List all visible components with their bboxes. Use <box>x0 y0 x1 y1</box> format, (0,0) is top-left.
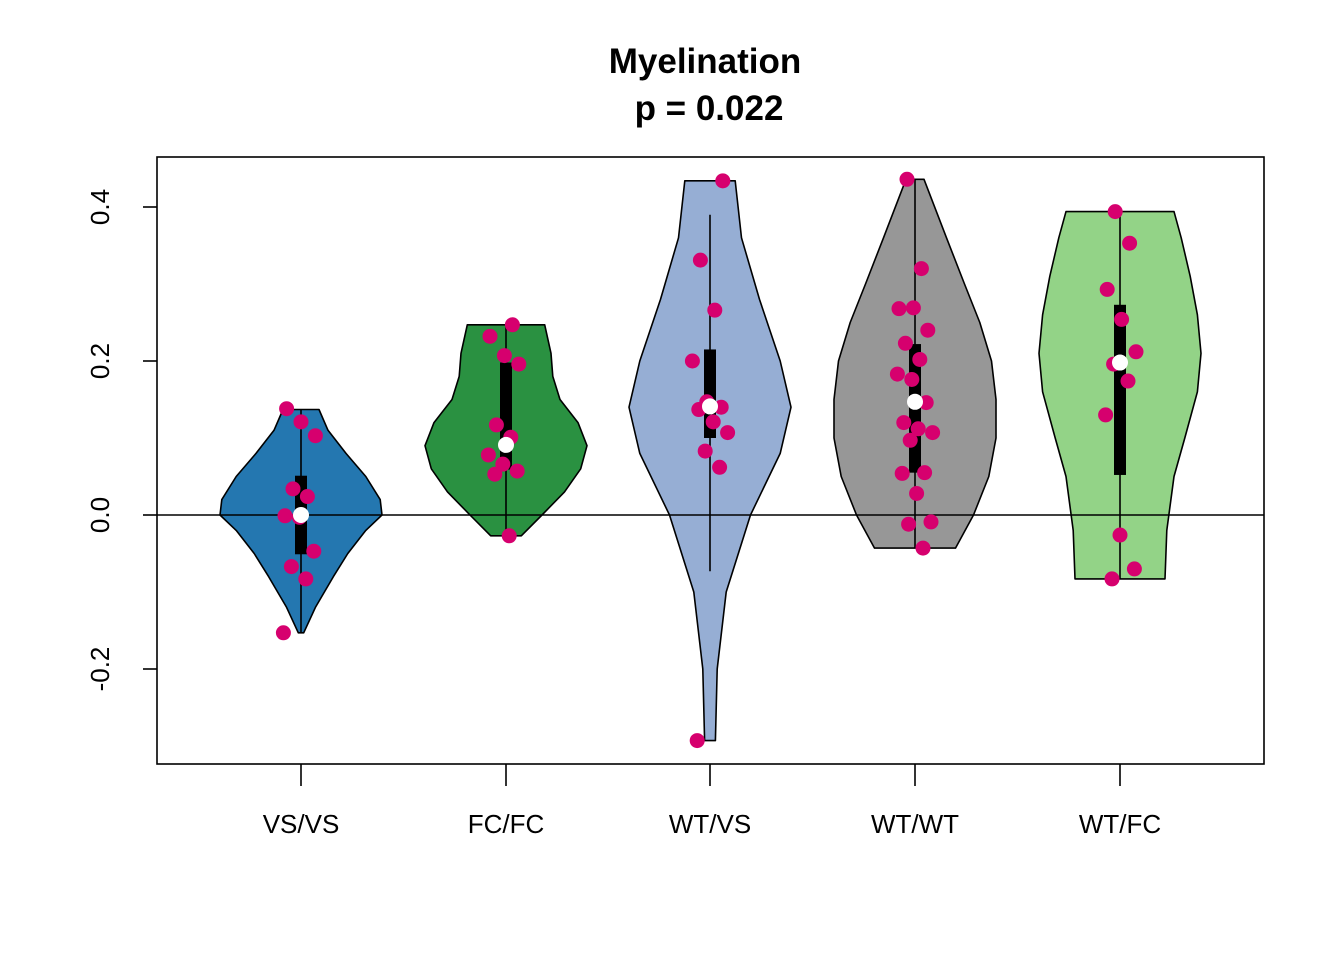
data-point <box>1126 561 1142 577</box>
data-point <box>891 301 907 317</box>
data-point <box>1107 204 1123 220</box>
data-point <box>915 540 931 556</box>
data-point <box>285 481 301 497</box>
median-marker-3 <box>907 393 923 410</box>
iqr-box-1 <box>500 362 512 470</box>
data-point <box>496 348 512 364</box>
y-tick-label: 0.2 <box>85 343 115 379</box>
data-point <box>707 302 723 318</box>
data-point <box>1104 571 1120 587</box>
data-point <box>487 466 503 482</box>
data-point <box>917 465 933 481</box>
data-point <box>713 399 729 415</box>
data-point <box>897 335 913 351</box>
data-point <box>920 322 936 338</box>
data-point <box>697 443 713 459</box>
data-point <box>918 395 934 411</box>
data-point <box>1112 527 1128 543</box>
median-marker-4 <box>1112 354 1128 371</box>
data-point <box>306 543 322 559</box>
data-point <box>1099 281 1115 297</box>
data-point <box>905 300 921 316</box>
data-point <box>299 489 315 505</box>
x-tick-label: WT/FC <box>1079 809 1161 839</box>
median-marker-0 <box>293 507 309 523</box>
data-point <box>912 351 928 367</box>
data-point <box>894 465 910 481</box>
x-tick-label: WT/VS <box>669 809 751 839</box>
median-marker-1 <box>498 436 514 453</box>
data-point <box>504 317 520 333</box>
data-point <box>913 261 929 277</box>
data-point <box>275 625 291 641</box>
data-point <box>277 508 293 524</box>
data-point <box>298 571 314 587</box>
axes: -0.2 0.0 0.2 0.4 VS/VS FC/FC WT/VS WT/WT WT/FC <box>85 156 1265 839</box>
data-point <box>1098 407 1114 423</box>
x-tick-label: WT/WT <box>871 809 959 839</box>
y-tick-label: -0.2 <box>85 647 115 692</box>
median-marker-2 <box>702 398 718 415</box>
data-point <box>909 485 925 501</box>
data-point <box>1114 311 1130 327</box>
data-point <box>283 559 299 575</box>
data-point <box>904 371 920 387</box>
data-point <box>720 425 736 441</box>
data-point <box>293 414 309 430</box>
data-point <box>896 415 912 431</box>
data-point <box>910 421 926 437</box>
data-point <box>684 353 700 369</box>
data-point <box>279 401 295 417</box>
iqr-box-4 <box>1114 304 1126 475</box>
x-tick-label: FC/FC <box>468 809 545 839</box>
data-point <box>511 356 527 372</box>
chart-title: Myelination <box>609 42 802 81</box>
data-point <box>899 171 915 187</box>
data-point <box>689 733 705 749</box>
data-point <box>307 428 323 444</box>
data-point <box>488 417 504 433</box>
data-point <box>1128 344 1144 360</box>
data-point <box>925 425 941 441</box>
data-point <box>495 456 511 472</box>
y-tick-label: 0.4 <box>85 189 115 225</box>
data-point <box>692 252 708 268</box>
data-point <box>715 173 731 189</box>
plot-area <box>157 171 1264 749</box>
data-point <box>705 414 721 430</box>
chart-subtitle: p = 0.022 <box>635 89 784 128</box>
data-point <box>889 366 905 382</box>
data-point <box>509 463 525 479</box>
data-point <box>712 459 728 475</box>
data-point <box>480 447 496 463</box>
data-point <box>923 514 939 530</box>
data-point <box>501 528 517 544</box>
data-point <box>901 516 917 532</box>
data-point <box>1120 373 1136 389</box>
data-point <box>1122 235 1138 251</box>
data-point <box>902 432 918 448</box>
y-tick-label: 0.0 <box>85 497 115 533</box>
x-tick-label: VS/VS <box>263 809 340 839</box>
data-point <box>482 328 498 344</box>
